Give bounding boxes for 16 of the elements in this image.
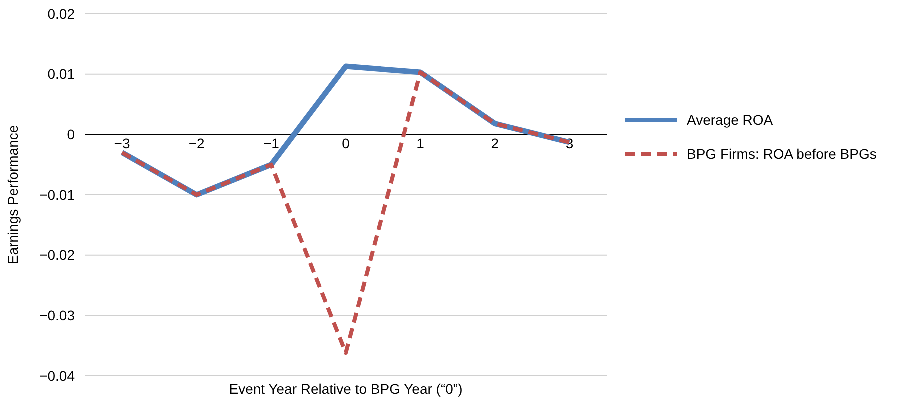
y-tick-label: −0.01 [40,186,76,203]
x-tick-label: 1 [416,136,425,152]
y-tick-label: −0.03 [40,308,76,324]
x-tick-label: −3 [114,136,130,152]
y-tick-label: −0.02 [40,247,76,264]
legend-label: Average ROA [687,112,774,128]
y-tick-label: 0.02 [48,6,76,22]
y-axis-title: Earnings Performance [5,125,21,265]
y-tick-label: −0.04 [40,368,76,384]
x-tick-label: −2 [188,136,206,152]
y-tick-label: 0.01 [48,66,76,82]
x-axis-title: Event Year Relative to BPG Year (“0”) [229,381,463,397]
x-tick-label: 0 [342,136,350,152]
x-tick-label: −1 [263,136,280,152]
legend-label: BPG Firms: ROA before BPGs [687,146,877,162]
x-tick-label: 2 [491,136,500,152]
